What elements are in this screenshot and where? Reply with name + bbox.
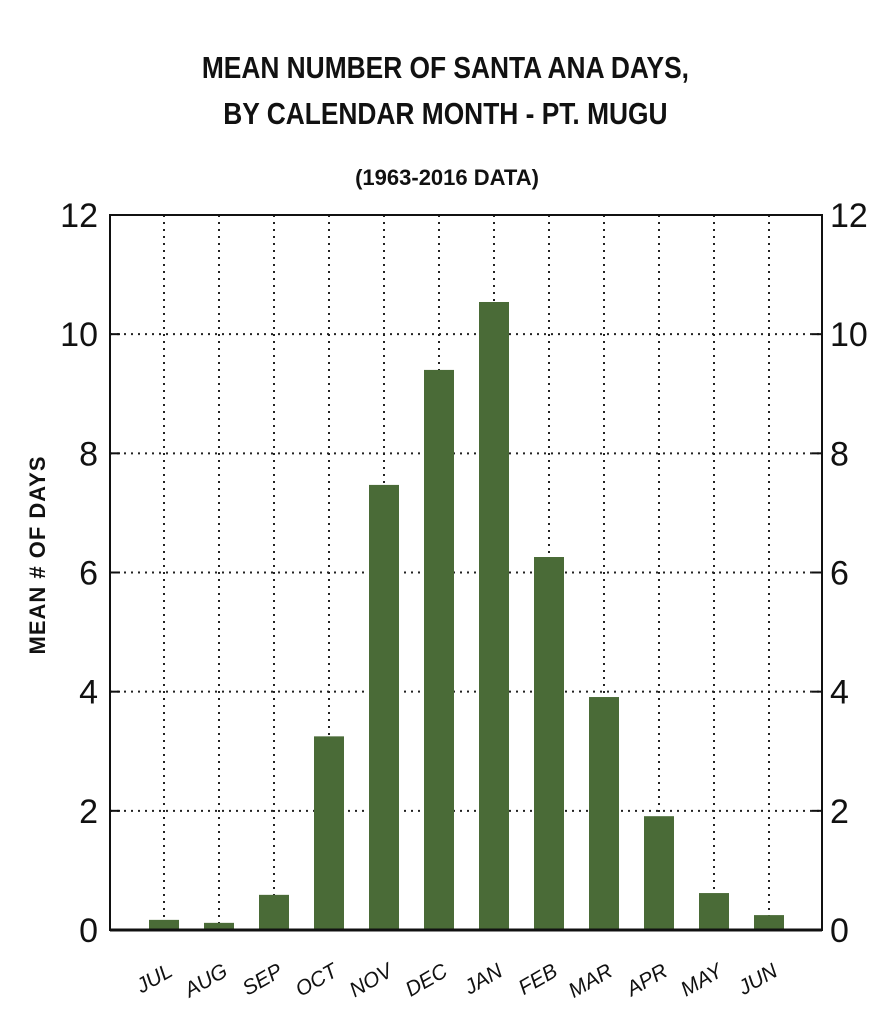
y-tick-label-right: 2 (830, 793, 849, 831)
bar-aug (204, 922, 234, 930)
y-tick-label-left: 2 (79, 793, 98, 831)
y-tick-label-right: 12 (830, 197, 868, 235)
bar-feb (534, 557, 564, 930)
y-tick-label-right: 8 (830, 435, 849, 473)
chart-subtitle: (1963-2016 DATA) (355, 165, 539, 190)
x-tick-label: OCT (292, 958, 344, 1001)
x-tick-label: AUG (179, 959, 232, 1003)
y-tick-label-left: 0 (79, 912, 98, 950)
bar-jun (754, 915, 784, 930)
bar-sep (259, 894, 289, 930)
y-tick-label-right: 6 (830, 555, 849, 593)
bar-mar (589, 697, 619, 930)
bar-may (699, 893, 729, 930)
y-tick-label-right: 4 (830, 674, 849, 712)
x-tick-label: FEB (515, 959, 562, 999)
y-axis-label: MEAN # OF DAYS (25, 455, 50, 654)
x-tick-label: DEC (402, 959, 453, 1002)
bar-jan (479, 301, 509, 930)
y-tick-label-left: 6 (79, 555, 98, 593)
chart-title-line1: MEAN NUMBER OF SANTA ANA DAYS, (202, 51, 689, 85)
bar-dec (424, 369, 454, 931)
y-tick-label-left: 4 (79, 674, 98, 712)
y-tick-label-right: 0 (830, 912, 849, 950)
x-tick-label: MAY (677, 958, 728, 1001)
y-tick-label-left: 10 (60, 316, 98, 354)
bar-jul (149, 919, 179, 930)
y-tick-label-right: 10 (830, 316, 868, 354)
y-tick-label-left: 8 (79, 435, 98, 473)
x-tick-label: JUN (734, 959, 782, 1000)
y-tick-label-left: 12 (60, 197, 98, 235)
x-tick-label: MAR (565, 959, 617, 1002)
chart-title-line2: BY CALENDAR MONTH - PT. MUGU (223, 97, 667, 131)
x-tick-label: APR (621, 959, 672, 1002)
x-tick-label: NOV (346, 958, 399, 1002)
bar-nov (369, 484, 399, 930)
x-tick-label: SEP (239, 959, 287, 1000)
bar-oct (314, 736, 344, 930)
bar-apr (644, 816, 674, 930)
x-tick-label: JUL (132, 959, 177, 998)
x-tick-label: JAN (460, 959, 507, 1000)
